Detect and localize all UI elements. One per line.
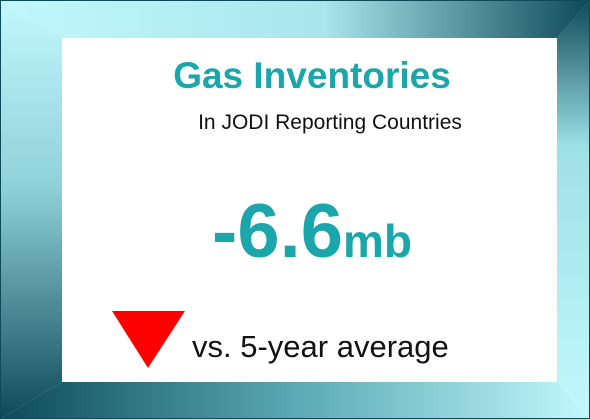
comparison: vs. 5-year average xyxy=(192,329,449,364)
frame-top xyxy=(0,0,590,38)
frame-bottom xyxy=(0,382,590,419)
frame-right xyxy=(557,0,590,419)
frame-left xyxy=(0,0,62,419)
unit: mb xyxy=(343,215,412,267)
value: -6.6 xyxy=(212,189,343,274)
down-arrow xyxy=(112,311,185,368)
kpi-value: -6.6mb xyxy=(212,189,412,274)
title: Gas Inventories xyxy=(173,55,451,96)
subtitle: In JODI Reporting Countries xyxy=(198,111,462,134)
